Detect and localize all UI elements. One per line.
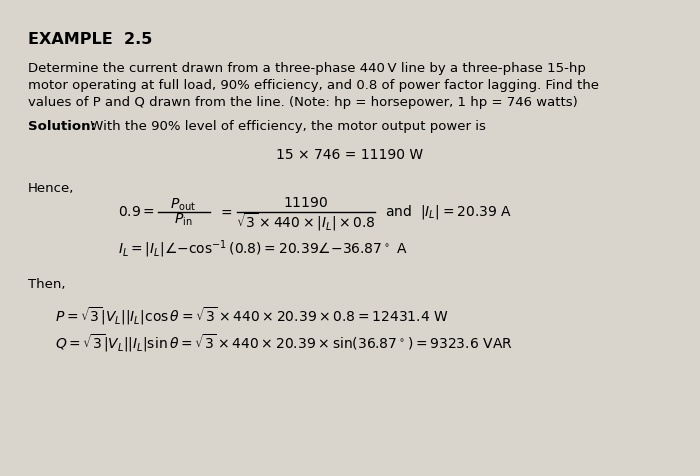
Text: motor operating at full load, 90% efficiency, and 0.8 of power factor lagging. F: motor operating at full load, 90% effici… <box>28 79 599 92</box>
Text: $\mathrm{and}\ \ |I_L| = 20.39\ \mathrm{A}$: $\mathrm{and}\ \ |I_L| = 20.39\ \mathrm{… <box>385 203 512 221</box>
Text: $P_{\mathrm{in}}$: $P_{\mathrm{in}}$ <box>174 212 192 228</box>
Text: values of P and Q drawn from the line. (Note: hp = horsepower, 1 hp = 746 watts): values of P and Q drawn from the line. (… <box>28 96 578 109</box>
Text: $I_L = |I_L|\angle{-\cos^{-1}(0.8)} = 20.39\angle{-36.87^\circ}\ \mathrm{A}$: $I_L = |I_L|\angle{-\cos^{-1}(0.8)} = 20… <box>118 238 407 259</box>
Text: $0.9 =$: $0.9 =$ <box>118 205 155 219</box>
Text: 15 × 746 = 11190 W: 15 × 746 = 11190 W <box>276 148 424 162</box>
Text: $\sqrt{3} \times 440 \times |I_L| \times 0.8$: $\sqrt{3} \times 440 \times |I_L| \times… <box>236 211 376 233</box>
Text: $=$: $=$ <box>218 205 233 219</box>
Text: Solution:: Solution: <box>28 120 96 133</box>
Text: $P_{\mathrm{out}}$: $P_{\mathrm{out}}$ <box>170 197 196 213</box>
Text: Then,: Then, <box>28 278 66 291</box>
Text: Hence,: Hence, <box>28 182 74 195</box>
Text: $P = \sqrt{3}|V_L||I_L|\cos\theta = \sqrt{3} \times 440 \times 20.39 \times 0.8 : $P = \sqrt{3}|V_L||I_L|\cos\theta = \sqr… <box>55 305 449 327</box>
Text: $Q = \sqrt{3}|V_L||I_L|\sin\theta = \sqrt{3} \times 440 \times 20.39 \times \sin: $Q = \sqrt{3}|V_L||I_L|\sin\theta = \sqr… <box>55 332 512 354</box>
Text: With the 90% level of efficiency, the motor output power is: With the 90% level of efficiency, the mo… <box>86 120 486 133</box>
Text: Determine the current drawn from a three-phase 440 V line by a three-phase 15-hp: Determine the current drawn from a three… <box>28 62 586 75</box>
Text: EXAMPLE  2.5: EXAMPLE 2.5 <box>28 32 153 47</box>
Text: $11190$: $11190$ <box>284 196 328 210</box>
